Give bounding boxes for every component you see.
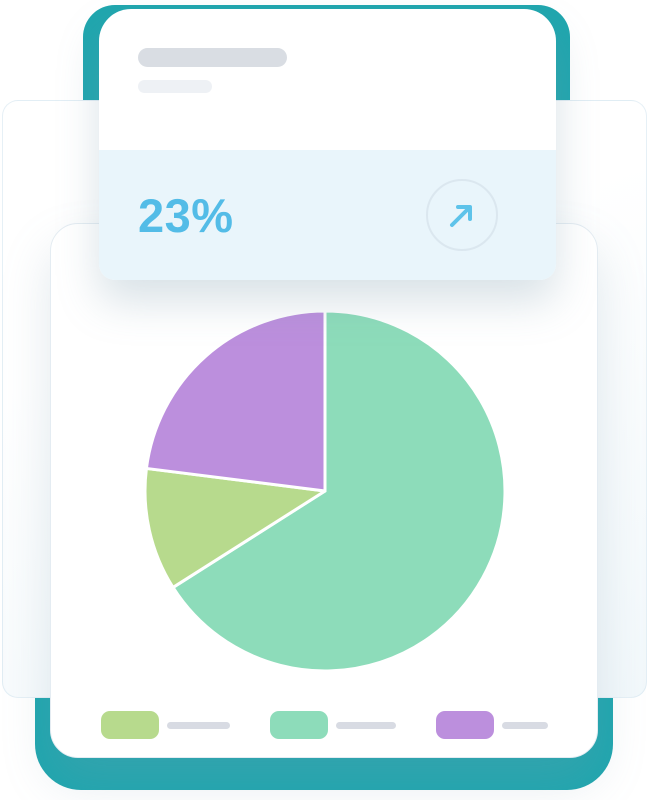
pie-slice-lime (143, 466, 327, 589)
stat-footer: 23% (99, 150, 556, 280)
pie-chart (143, 309, 507, 673)
legend-item (269, 711, 396, 739)
legend-swatch (435, 711, 494, 739)
stat-card: 23% (99, 9, 556, 280)
legend-label-skeleton (501, 721, 548, 729)
skeleton-title-bar (138, 48, 287, 67)
legend-swatch (269, 711, 328, 739)
legend-label-skeleton (335, 721, 396, 729)
pie-slice-mint (171, 309, 507, 673)
arrow-up-right-icon (450, 205, 472, 227)
stat-value: 23% (138, 188, 234, 242)
legend-label-skeleton (166, 721, 230, 729)
pie-chart-card (50, 223, 598, 758)
legend-swatch (100, 711, 159, 739)
pie-slice-purple (144, 309, 327, 493)
skeleton-subtitle-bar (138, 80, 212, 93)
legend-item (435, 711, 548, 739)
legend-item (100, 711, 230, 739)
open-stat-button[interactable] (426, 179, 498, 251)
chart-legend (51, 711, 597, 739)
